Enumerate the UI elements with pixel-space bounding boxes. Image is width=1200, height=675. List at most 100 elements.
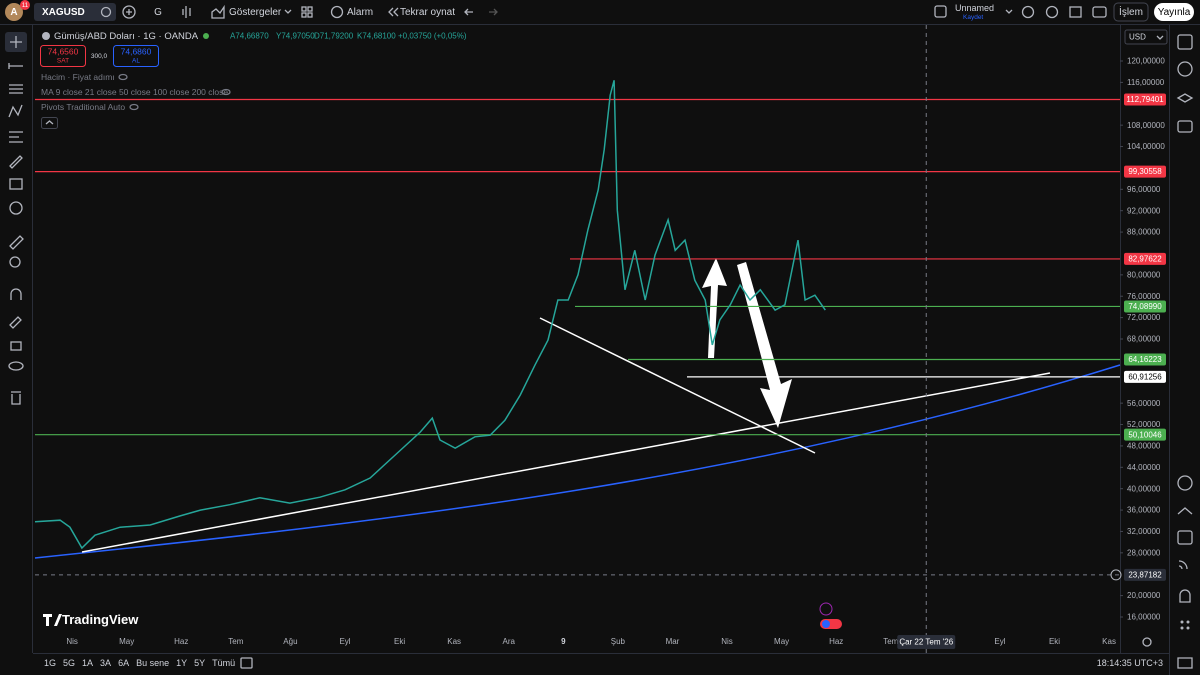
forecast-tool[interactable] [9,131,23,143]
y-tick-label: 108,00000 [1127,121,1165,130]
replay-icon [388,7,399,17]
crosshair-tool[interactable] [10,36,22,48]
chat[interactable] [1177,120,1193,133]
range-button[interactable]: Bu sene [136,658,169,668]
text-tool[interactable] [9,178,23,190]
lock-drawing[interactable] [9,316,22,329]
buy-price: 74,6860 [121,46,152,56]
icon [1156,35,1164,40]
notifications[interactable] [1179,589,1191,603]
ruler-tool[interactable] [9,235,24,250]
axis-settings[interactable] [1142,637,1152,647]
interval[interactable]: G [154,7,162,18]
alert[interactable]: Alarm [347,7,373,18]
brush-tool[interactable] [9,155,23,169]
redo[interactable] [489,8,498,16]
crosshair-y-bg [1124,568,1166,581]
currency-box[interactable] [1124,29,1168,45]
level-label: 74,08990 [1128,302,1162,311]
indicators[interactable]: Göstergeler [229,7,282,18]
level-label: 60,91256 [1128,372,1162,381]
y-tick-label: 104,00000 [1127,142,1165,151]
x-tick-label: Tem [228,637,243,646]
lock-tool[interactable] [10,341,22,351]
magnet-tool[interactable] [10,288,22,300]
zoom-tool[interactable] [9,256,21,268]
publish-button[interactable] [1154,3,1194,21]
x-tick-label: May [774,637,789,646]
range-button[interactable]: Tümü [212,658,235,668]
date-range[interactable] [240,657,253,669]
x-tick-label: Ağu [283,637,297,646]
watchlist[interactable] [1177,34,1193,50]
event-marker[interactable] [819,602,833,616]
price-line [34,80,826,550]
level-label-bg [1124,370,1166,383]
news[interactable] [1178,560,1188,570]
buy-label: AL [132,58,140,65]
level-label: 64,16223 [1128,355,1162,364]
tv-logo [43,614,62,626]
range-button[interactable]: 1G [44,658,56,668]
x-tick-label: Eyl [994,637,1005,646]
badge-count: 11 [22,3,29,9]
line-tool[interactable] [8,63,23,69]
collapse-legend[interactable] [41,117,58,129]
y-tick-label: 88,00000 [1127,228,1161,237]
dot [1186,620,1190,624]
study: MA 9 close 21 close 50 close 100 close 2… [41,87,228,97]
range-button[interactable]: 3A [100,658,111,668]
study-eye[interactable] [221,88,231,96]
x-tick-label: May [119,637,134,646]
fullscreen[interactable] [1069,6,1082,18]
signals[interactable] [1177,507,1193,515]
fib-tool[interactable] [9,84,23,94]
range-button[interactable]: 5Y [194,658,205,668]
pattern-tool[interactable] [8,104,23,118]
range-button[interactable]: 5G [63,658,75,668]
layers[interactable] [1176,93,1194,103]
help[interactable] [1177,657,1193,669]
hide-tool[interactable] [8,361,24,371]
icon [307,6,313,12]
symbol-search[interactable] [34,3,116,21]
trade-button[interactable] [1113,2,1149,22]
sell-button[interactable] [40,45,86,67]
emoji-tool[interactable] [9,201,23,215]
study-eye[interactable] [118,73,128,81]
buy-button[interactable] [113,45,159,67]
undo[interactable] [464,8,473,16]
y-tick-label: 96,00000 [1127,185,1161,194]
x-tick-label: Eyl [339,637,350,646]
range-button[interactable]: 1Y [176,658,187,668]
layout-icon [934,5,947,18]
ideas[interactable] [1177,475,1193,491]
screenshot[interactable] [1092,6,1107,18]
delete-tool[interactable] [11,391,21,405]
calendar[interactable] [1177,530,1193,545]
range-buttons: 1G 5G 1A 3A 6A Bu sene 1Y 5Y Tümü [44,658,235,668]
chart-type[interactable] [182,6,191,18]
add-symbol[interactable] [122,5,136,19]
replay[interactable]: Tekrar oynat [400,7,455,18]
legend-high: Y74,97050 [276,32,315,41]
layout-status: Kaydet [963,14,983,21]
settings[interactable] [1045,5,1059,19]
avatar[interactable] [5,3,23,21]
range-button[interactable]: 6A [118,658,129,668]
layout-name[interactable]: Unnamed [955,3,994,13]
range-button[interactable]: 1A [82,658,93,668]
indicators-icon [211,4,225,19]
up-arrow [702,258,727,358]
x-tick-label: Kas [447,637,461,646]
x-tick-label: Kas [1102,637,1116,646]
symbol-logo [42,32,50,40]
quick-search[interactable] [1021,5,1035,19]
x-tick-label: Nis [66,637,78,646]
level-label-bg [1124,428,1166,441]
alerts[interactable] [1177,61,1193,77]
study-eye[interactable] [129,103,139,111]
x-tick-label: Nis [721,637,733,646]
